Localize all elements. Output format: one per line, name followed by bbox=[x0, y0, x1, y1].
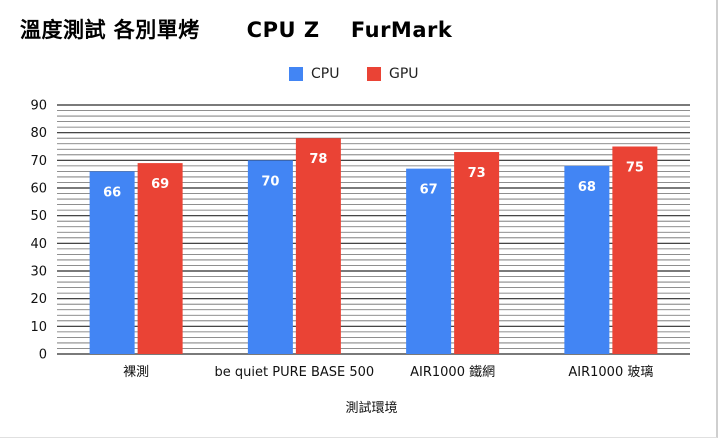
chart-title: 溫度測試 各別單烤 CPU Z FurMark bbox=[20, 18, 453, 42]
legend: CPU GPU bbox=[0, 62, 720, 86]
y-tick-label: 90 bbox=[30, 99, 47, 114]
y-tick-label: 20 bbox=[30, 292, 47, 307]
y-tick-label: 30 bbox=[30, 265, 47, 280]
bar-cpu bbox=[406, 168, 452, 354]
y-tick-label: 70 bbox=[30, 154, 47, 169]
bar-gpu bbox=[137, 163, 183, 354]
data-label: 70 bbox=[261, 174, 279, 189]
x-axis-title: 測試環境 bbox=[345, 400, 397, 416]
x-tick-label: be quiet PURE BASE 500 bbox=[215, 365, 375, 380]
legend-item-cpu: CPU bbox=[289, 62, 339, 86]
bar-cpu bbox=[89, 171, 135, 354]
data-label: 68 bbox=[578, 180, 596, 195]
legend-label-gpu: GPU bbox=[389, 66, 419, 82]
bar-gpu bbox=[612, 146, 658, 354]
data-label: 67 bbox=[420, 183, 438, 198]
y-tick-label: 0 bbox=[39, 348, 47, 363]
bar-gpu bbox=[454, 152, 500, 354]
bar-cpu bbox=[247, 160, 293, 354]
data-label: 78 bbox=[309, 152, 327, 167]
y-tick-label: 60 bbox=[30, 182, 47, 197]
y-tick-label: 10 bbox=[30, 320, 47, 335]
x-tick-label: AIR1000 鐵網 bbox=[410, 364, 495, 380]
y-tick-label: 40 bbox=[30, 237, 47, 252]
y-tick-label: 50 bbox=[30, 209, 47, 224]
data-label: 66 bbox=[103, 185, 121, 200]
bar-cpu bbox=[564, 165, 610, 354]
legend-item-gpu: GPU bbox=[367, 62, 419, 86]
y-tick-label: 80 bbox=[30, 126, 47, 141]
data-label: 69 bbox=[151, 177, 169, 192]
data-label: 75 bbox=[626, 161, 644, 176]
legend-swatch-cpu bbox=[289, 67, 303, 81]
data-label: 73 bbox=[468, 166, 486, 181]
legend-swatch-gpu bbox=[367, 67, 381, 81]
x-tick-label: AIR1000 玻璃 bbox=[568, 365, 653, 380]
bar-gpu bbox=[295, 138, 341, 354]
x-tick-label: 裸測 bbox=[123, 365, 149, 380]
legend-label-cpu: CPU bbox=[311, 66, 340, 82]
